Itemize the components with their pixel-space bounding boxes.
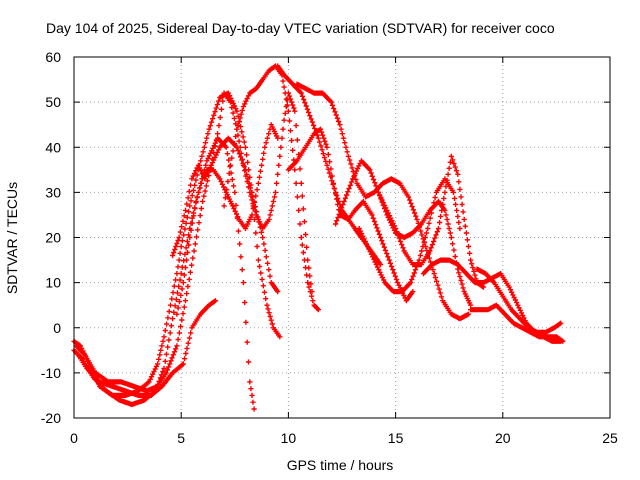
x-tick-label: 5 bbox=[177, 430, 185, 446]
series-arc-15 bbox=[468, 302, 566, 344]
x-tick-label: 10 bbox=[281, 430, 297, 446]
series-arc-11 bbox=[333, 158, 474, 308]
series-arc-12 bbox=[356, 176, 463, 295]
series-arc-6 bbox=[174, 122, 281, 317]
series-arc-2 bbox=[71, 135, 257, 412]
x-tick-label: 25 bbox=[602, 430, 618, 446]
y-tick-label: 40 bbox=[45, 139, 61, 155]
y-tick-label: -10 bbox=[41, 365, 61, 381]
y-tick-label: 10 bbox=[45, 275, 61, 291]
y-tick-label: 50 bbox=[45, 94, 61, 110]
series-arc-3 bbox=[73, 135, 281, 394]
series-arc-13 bbox=[375, 153, 487, 290]
y-tick-label: 30 bbox=[45, 184, 61, 200]
y-tick-label: 20 bbox=[45, 230, 61, 246]
plus-markers bbox=[333, 158, 474, 308]
y-tick-label: 60 bbox=[45, 49, 61, 65]
series-arc-4 bbox=[75, 298, 219, 398]
axis-ticks: 0 5 10 15 20 25 -20 -10 0 10 20 30 40 50 60 bbox=[41, 49, 618, 446]
plus-markers bbox=[356, 176, 463, 295]
plus-markers bbox=[71, 135, 257, 412]
series-arc-7 bbox=[221, 63, 321, 313]
series-arc-9 bbox=[285, 126, 416, 304]
x-tick-label: 0 bbox=[70, 430, 78, 446]
chart-title: Day 104 of 2025, Sidereal Day-to-day VTE… bbox=[46, 20, 555, 36]
plus-markers bbox=[468, 302, 566, 344]
y-axis-label: SDTVAR / TECUs bbox=[4, 182, 20, 294]
grid-layer bbox=[74, 57, 610, 418]
plus-markers bbox=[221, 63, 321, 313]
y-tick-label: -20 bbox=[41, 410, 61, 426]
plus-markers bbox=[474, 266, 564, 335]
series-arc-16 bbox=[474, 266, 564, 335]
x-tick-label: 15 bbox=[388, 430, 404, 446]
plus-markers bbox=[174, 122, 281, 317]
plus-markers bbox=[285, 126, 416, 304]
plus-markers bbox=[75, 298, 219, 398]
plus-markers bbox=[73, 135, 281, 394]
y-tick-label: 0 bbox=[53, 320, 61, 336]
x-tick-label: 20 bbox=[495, 430, 511, 446]
plus-markers bbox=[375, 153, 487, 290]
x-axis-label: GPS time / hours bbox=[287, 457, 394, 473]
data-points-layer bbox=[71, 63, 566, 412]
